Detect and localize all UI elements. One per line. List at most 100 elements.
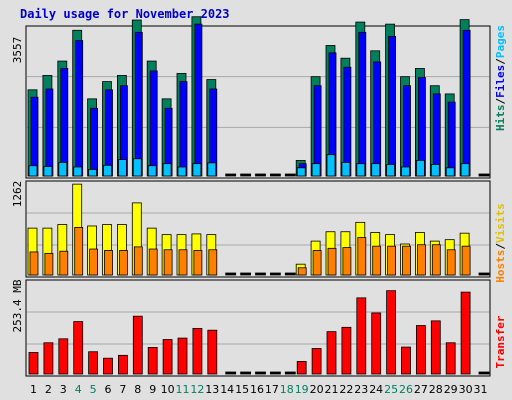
day-label: 30 xyxy=(459,383,473,396)
day-label: 8 xyxy=(134,383,141,396)
bar-files xyxy=(179,81,188,177)
bar-pages xyxy=(177,166,187,177)
bar-empty xyxy=(225,272,237,276)
day-label: 20 xyxy=(310,383,324,396)
bar-files xyxy=(194,23,203,177)
bar-hosts xyxy=(402,245,411,276)
bar-empty xyxy=(255,272,266,276)
bar-pages xyxy=(43,166,53,177)
bar-empty xyxy=(284,173,296,177)
day-label: 12 xyxy=(190,383,204,396)
bar-transfer xyxy=(88,351,98,375)
bar-transfer xyxy=(28,352,39,375)
bar-pages xyxy=(162,163,172,177)
bar-empty xyxy=(225,371,237,375)
bar-transfer xyxy=(341,326,352,375)
bar-empty xyxy=(478,272,490,276)
bar-pages xyxy=(430,164,440,177)
legend-files: Files xyxy=(494,65,507,98)
bar-transfer xyxy=(43,342,54,375)
bar-transfer xyxy=(371,312,382,375)
bar-empty xyxy=(240,371,252,375)
chart-title: Daily usage for November 2023 xyxy=(20,7,230,21)
bar-hosts xyxy=(89,248,98,276)
bar-transfer xyxy=(386,290,397,375)
bar-files xyxy=(30,96,39,177)
day-label: 27 xyxy=(414,383,428,396)
bar-hosts xyxy=(416,244,426,276)
day-label: 6 xyxy=(105,383,112,396)
bar-pages xyxy=(460,163,470,177)
bar-transfer xyxy=(207,329,218,375)
bar-pages xyxy=(415,160,425,177)
day-label: 15 xyxy=(235,383,249,396)
bar-transfer xyxy=(58,338,69,375)
bar-hosts xyxy=(104,250,113,276)
bar-hosts xyxy=(431,244,441,276)
bar-empty xyxy=(240,173,252,177)
bar-transfer xyxy=(326,331,337,375)
bar-files xyxy=(105,89,113,177)
bar-files xyxy=(75,40,84,177)
bar-hosts xyxy=(178,249,188,276)
bar-files xyxy=(149,70,158,177)
bar-hosts xyxy=(163,249,173,276)
bar-hosts xyxy=(387,245,397,276)
bar-empty xyxy=(284,272,296,276)
bar-pages xyxy=(296,167,306,177)
day-label: 17 xyxy=(265,383,279,396)
bars-layer xyxy=(27,16,490,375)
legend-sep: / xyxy=(494,243,507,250)
bar-hosts xyxy=(148,248,158,276)
bar-hosts xyxy=(208,249,218,276)
bar-pages xyxy=(386,164,396,177)
bar-files xyxy=(90,107,98,177)
legend-transfer: Transfer xyxy=(494,315,507,368)
bar-files xyxy=(388,36,397,177)
bar-hosts xyxy=(44,252,54,276)
bar-transfer xyxy=(415,325,426,375)
bar-transfer xyxy=(192,327,203,375)
legend-hits: Hits xyxy=(494,105,507,132)
bar-hosts xyxy=(297,267,307,276)
bar-empty xyxy=(225,173,237,177)
day-label: 11 xyxy=(176,383,190,396)
legend-pages: Pages xyxy=(494,25,507,58)
legend-sep: / xyxy=(494,98,507,105)
bar-empty xyxy=(284,371,296,375)
bar-empty xyxy=(478,173,490,177)
bar-pages xyxy=(207,162,217,177)
day-label: 1 xyxy=(30,383,37,396)
bar-empty xyxy=(269,371,281,375)
day-labels: 1 2 3 4 5 6 7 8 9 10 11 12 13 14 15 16 17 18 19 20 21 22 23 24 2… xyxy=(30,383,488,396)
legend-visits-label: Visits xyxy=(494,203,507,243)
bar-files xyxy=(358,31,367,177)
bar-empty xyxy=(240,272,252,276)
bar-pages xyxy=(192,163,202,177)
legend-requests: Hits/Files/Pages xyxy=(494,25,507,131)
bar-transfer xyxy=(147,347,158,375)
day-label: 21 xyxy=(325,383,339,396)
bar-pages xyxy=(445,167,455,177)
day-label: 4 xyxy=(75,383,82,396)
bar-transfer xyxy=(162,339,173,375)
bar-pages xyxy=(103,164,112,177)
bar-pages xyxy=(371,163,381,177)
bar-hosts xyxy=(312,250,322,276)
day-label: 22 xyxy=(339,383,353,396)
bar-transfer xyxy=(118,354,128,375)
bar-pages xyxy=(73,166,83,177)
day-label: 16 xyxy=(250,383,264,396)
bar-pages xyxy=(401,166,410,177)
bar-hosts xyxy=(446,249,456,276)
legend-visits: Hosts/Visits xyxy=(494,203,507,283)
bar-files xyxy=(462,29,471,177)
bar-pages xyxy=(341,162,351,177)
day-label: 18 xyxy=(280,383,294,396)
bar-transfer xyxy=(356,297,367,375)
bar-files xyxy=(313,85,322,177)
legend-hosts: Hosts xyxy=(494,250,507,283)
day-label: 31 xyxy=(474,383,488,396)
bar-files xyxy=(134,31,143,177)
bar-transfer xyxy=(445,342,456,375)
